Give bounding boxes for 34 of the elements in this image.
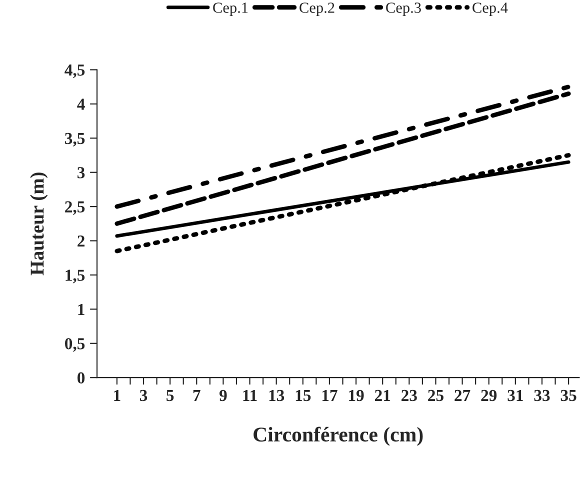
x-tick-label: 27 [454, 390, 470, 401]
x-axis-title: Circonférence (cm) [254, 426, 423, 446]
x-tick-label: 23 [402, 390, 417, 402]
x-tick-label: 29 [481, 390, 497, 402]
x-tick-label: 1 [114, 390, 120, 401]
x-tick-label: 31 [508, 390, 523, 402]
x-tick-label: 17 [322, 390, 338, 401]
legend-label: Cep.4 [472, 2, 508, 16]
x-tick-label: 13 [269, 390, 284, 402]
x-tick-label: 21 [374, 390, 390, 401]
y-tick-label: 2 [78, 236, 84, 247]
legend-label: Cep.2 [300, 2, 334, 16]
y-tick-label: 1 [78, 304, 84, 315]
y-tick-label: 0 [78, 372, 85, 384]
x-tick-label: 35 [560, 390, 576, 402]
y-tick-label: 4 [77, 98, 85, 110]
y-tick-label: 3 [78, 167, 85, 178]
legend-label: Cep.3 [386, 2, 421, 16]
y-tick-label: 4,5 [64, 64, 85, 78]
legend-label: Cep.1 [213, 2, 248, 16]
y-tick-label: 3,5 [65, 132, 85, 147]
x-tick-label: 3 [140, 390, 148, 402]
x-tick-label: 25 [428, 390, 444, 402]
x-tick-label: 11 [243, 390, 257, 401]
y-tick-label: 0,5 [65, 338, 85, 352]
y-tick-label: 1,5 [66, 270, 85, 284]
y-tick-label: 2,5 [65, 201, 85, 215]
x-tick-label: 15 [296, 390, 311, 402]
x-tick-label: 7 [193, 390, 200, 401]
x-tick-label: 19 [349, 390, 364, 402]
x-tick-label: 5 [166, 390, 174, 402]
x-tick-label: 9 [219, 390, 227, 402]
x-tick-label: 33 [534, 390, 550, 402]
y-axis-title: Hauteur (m) [30, 172, 48, 276]
